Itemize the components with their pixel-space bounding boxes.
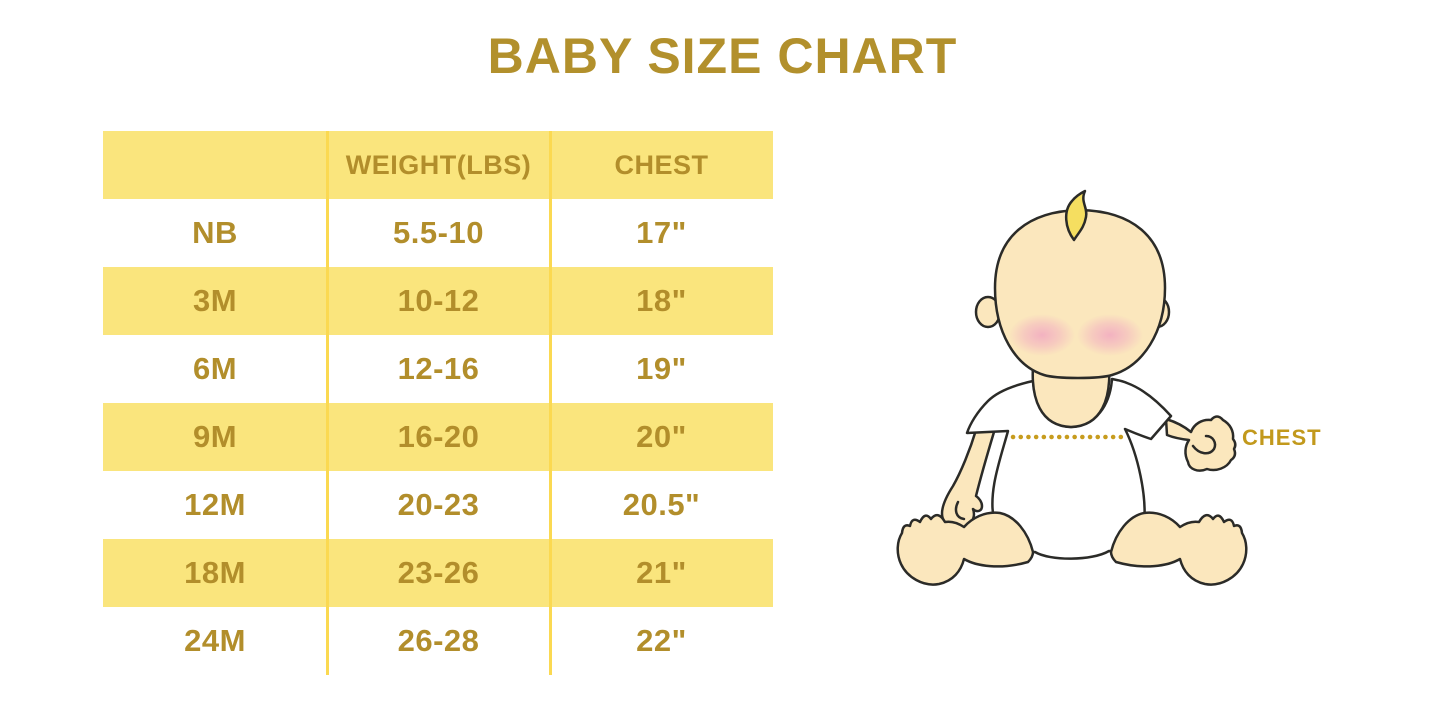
- header-size-cell: [103, 131, 327, 199]
- size-cell: 24M: [184, 623, 246, 658]
- table-header-row: WEIGHT(LBS) CHEST: [103, 131, 773, 199]
- size-cell: 6M: [192, 351, 238, 386]
- baby-left-leg: [896, 511, 1035, 586]
- chest-measure-label: CHEST: [1242, 425, 1322, 450]
- chest-cell: 22": [636, 623, 687, 658]
- baby-left-arm: [940, 428, 996, 531]
- chest-cell: 18": [636, 283, 687, 318]
- chest-cell: 17": [636, 215, 687, 250]
- chest-cell: 20.5": [622, 487, 701, 522]
- size-cell: 9M: [192, 419, 238, 454]
- size-cell: 12M: [184, 487, 246, 522]
- size-cell: 18M: [184, 555, 246, 590]
- weight-cell: 10-12: [397, 283, 480, 318]
- baby-hair-curl: [1065, 189, 1088, 242]
- weight-cell: 12-16: [397, 351, 480, 386]
- table-row: 6M 12-16 19": [103, 335, 773, 403]
- baby-thumb-curl: [1191, 434, 1217, 455]
- weight-cell: 16-20: [397, 419, 480, 454]
- table-row: 18M 23-26 21": [103, 539, 773, 607]
- header-weight-cell: WEIGHT(LBS): [345, 149, 532, 180]
- size-cell: NB: [192, 215, 238, 250]
- chest-cell: 20": [636, 419, 687, 454]
- weight-cell: 23-26: [397, 555, 480, 590]
- table-row: 9M 16-20 20": [103, 403, 773, 471]
- baby-right-cheek: [1077, 314, 1143, 356]
- column-divider: [549, 131, 552, 675]
- baby-head: [993, 208, 1167, 380]
- weight-cell: 20-23: [397, 487, 480, 522]
- table-row: 12M 20-23 20.5": [103, 471, 773, 539]
- baby-finger-curl: [954, 500, 966, 521]
- baby-right-arm-fist: [1164, 415, 1237, 472]
- baby-illustration: CHEST: [896, 189, 1322, 586]
- chest-cell: 21": [636, 555, 687, 590]
- baby-right-leg: [1109, 511, 1248, 586]
- weight-cell: 26-28: [397, 623, 480, 658]
- weight-cell: 5.5-10: [393, 215, 484, 250]
- header-chest-cell: CHEST: [614, 149, 709, 180]
- baby-left-cheek: [1009, 314, 1075, 356]
- page-title: BABY SIZE CHART: [487, 28, 958, 84]
- chest-cell: 19": [636, 351, 687, 386]
- size-chart-table: WEIGHT(LBS) CHEST NB 5.5-10 17" 3M 10-12…: [103, 131, 773, 675]
- table-row: NB 5.5-10 17": [103, 199, 773, 267]
- column-divider: [326, 131, 329, 675]
- table-row: 24M 26-28 22": [103, 607, 773, 675]
- size-cell: 3M: [192, 283, 238, 318]
- table-row: 3M 10-12 18": [103, 267, 773, 335]
